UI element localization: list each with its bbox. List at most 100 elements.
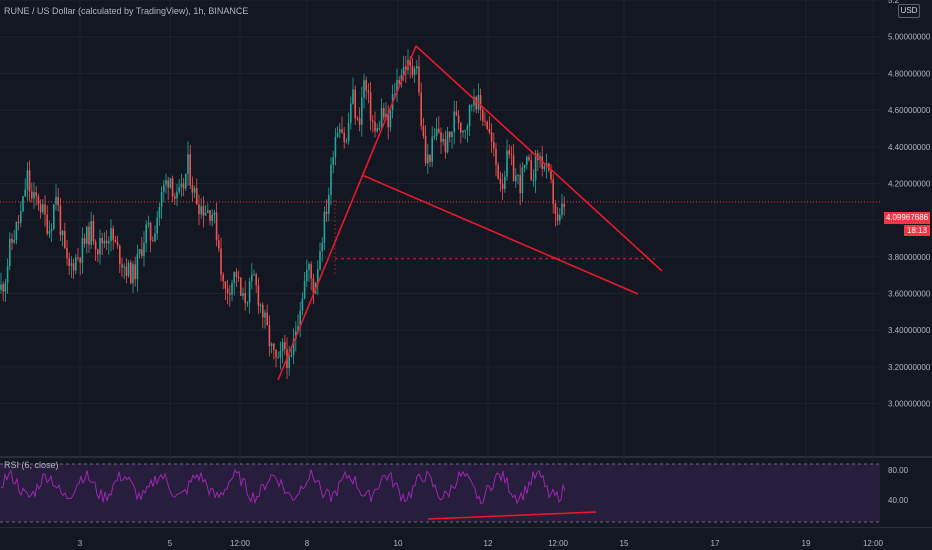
candle-body — [409, 59, 411, 66]
candle-body — [427, 154, 429, 164]
candle-body — [48, 231, 51, 234]
candle-body — [435, 128, 438, 137]
candle-body — [323, 211, 326, 244]
candle-body — [169, 178, 172, 188]
time-tick-label: 10 — [394, 539, 403, 548]
candle-body — [83, 238, 86, 244]
candle-body — [310, 264, 312, 279]
candle-body — [70, 263, 73, 266]
candle-body — [453, 111, 455, 132]
candle-body — [317, 269, 319, 283]
candle-body — [15, 221, 18, 241]
candle-body — [512, 155, 515, 182]
candle-body — [220, 248, 222, 275]
price-axis[interactable]: 3.00000000 3.20000000 3.40000000 3.60000000… — [888, 0, 931, 409]
price-tick-label: 4.60000000 — [888, 106, 931, 115]
candle-body — [262, 304, 264, 318]
candle-body — [563, 203, 565, 208]
candle-body — [180, 183, 183, 188]
candle-body — [64, 230, 66, 248]
candle-body — [86, 226, 88, 244]
candle-body — [462, 131, 464, 133]
candle-body — [273, 343, 275, 350]
candle-body — [59, 205, 62, 236]
rsi-pane: 40.00 80.00 — [0, 463, 909, 523]
time-tick-label: 12:00 — [548, 539, 569, 548]
candle-body — [94, 241, 97, 250]
candle-body — [81, 238, 84, 263]
candle-body — [506, 150, 508, 177]
candle-body — [244, 293, 246, 303]
candle-body — [350, 103, 352, 123]
candle-body — [363, 80, 365, 98]
candle-body — [145, 224, 147, 243]
candle-body — [468, 105, 471, 127]
candle-body — [303, 281, 306, 299]
candle-body — [308, 264, 310, 270]
price-tick-label: 4.80000000 — [888, 69, 931, 78]
candle-body — [215, 212, 218, 241]
candle-body — [486, 122, 488, 130]
candle-body — [484, 121, 486, 123]
candle-body — [554, 203, 557, 214]
candle-body — [493, 142, 495, 149]
time-tick-label: 12 — [484, 539, 493, 548]
candle-body — [127, 262, 130, 276]
candle-body — [510, 154, 513, 156]
candle-body — [101, 238, 103, 244]
candle-body — [279, 351, 282, 358]
candle-body — [114, 240, 117, 242]
candle-body — [466, 126, 469, 131]
candle-body — [405, 66, 407, 71]
candle-body — [301, 298, 304, 311]
candle-body — [325, 211, 328, 214]
candle-body — [275, 349, 277, 358]
candle-body — [556, 213, 559, 221]
candle-body — [35, 192, 37, 197]
candle-body — [99, 238, 101, 255]
candle-body — [490, 132, 493, 143]
candle-body — [347, 122, 350, 141]
candle-body — [284, 342, 286, 350]
candle-body — [277, 357, 279, 359]
currency-label[interactable]: USD — [898, 4, 920, 18]
candle-body — [112, 228, 114, 241]
candle-body — [495, 148, 497, 165]
candle-body — [22, 196, 24, 212]
candle-body — [328, 194, 330, 214]
candle-body — [213, 212, 216, 215]
candle-body — [385, 113, 387, 118]
candle-body — [147, 222, 150, 225]
candle-body — [125, 266, 128, 276]
candle-body — [251, 274, 253, 282]
time-axis-border — [0, 527, 932, 528]
candle-body — [229, 293, 231, 295]
candles — [0, 49, 565, 379]
wedge-lower-line — [361, 174, 639, 295]
candle-body — [519, 175, 521, 194]
candle-body — [191, 185, 194, 193]
candle-body — [288, 356, 290, 369]
candle-body — [455, 111, 458, 116]
candle-body — [204, 212, 207, 216]
candle-body — [332, 157, 334, 165]
candle-body — [552, 179, 554, 204]
candle-body — [515, 175, 517, 182]
candle-body — [479, 95, 482, 110]
rsi-line — [0, 468, 566, 505]
time-axis[interactable]: 3 5 12:00 8 10 12 12:00 15 17 19 12:00 — [78, 539, 884, 548]
candle-body — [202, 206, 205, 216]
candle-body — [418, 66, 420, 93]
price-tick-label: 5.2 — [888, 0, 900, 5]
candle-body — [352, 89, 354, 104]
candle-body — [248, 281, 251, 303]
candle-body — [156, 217, 158, 234]
candle-body — [508, 150, 510, 155]
candle-body — [26, 170, 29, 190]
candle-body — [321, 243, 323, 252]
candle-body — [31, 191, 33, 199]
candle-body — [387, 113, 389, 128]
candle-body — [185, 173, 187, 189]
rsi-tick-label: 40.00 — [888, 496, 909, 505]
